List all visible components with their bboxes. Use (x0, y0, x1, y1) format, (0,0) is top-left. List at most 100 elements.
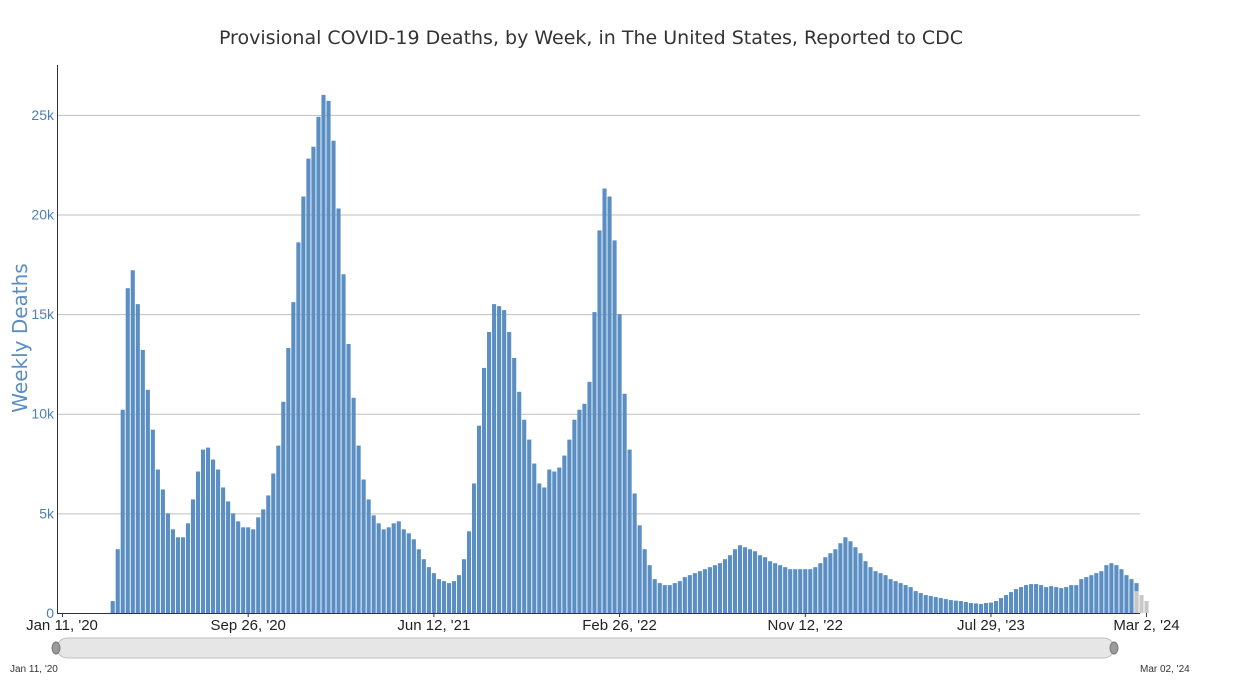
bar[interactable] (461, 559, 467, 613)
bar[interactable] (763, 557, 768, 613)
navigator-left-handle[interactable] (51, 641, 61, 655)
bar[interactable] (120, 409, 125, 613)
bar[interactable] (517, 391, 522, 613)
bar[interactable] (1013, 589, 1019, 613)
bar[interactable] (1139, 595, 1144, 613)
bar[interactable] (446, 583, 451, 613)
bar[interactable] (828, 553, 833, 613)
bar[interactable] (1099, 571, 1104, 613)
bar[interactable] (456, 575, 462, 613)
bar[interactable] (878, 573, 883, 613)
bar[interactable] (175, 537, 180, 613)
navigator-track[interactable] (56, 637, 1115, 659)
bar[interactable] (567, 439, 572, 613)
bar[interactable] (165, 513, 170, 613)
bar[interactable] (1089, 575, 1094, 613)
bar[interactable] (1084, 577, 1089, 613)
bar[interactable] (622, 393, 627, 613)
bar[interactable] (677, 581, 682, 613)
bar[interactable] (773, 563, 778, 613)
bar[interactable] (326, 100, 331, 614)
bar[interactable] (918, 593, 923, 613)
bar[interactable] (286, 347, 291, 613)
bar[interactable] (542, 487, 547, 613)
bar[interactable] (155, 469, 160, 613)
bar[interactable] (436, 579, 441, 613)
bar[interactable] (477, 425, 482, 613)
bar[interactable] (597, 230, 602, 613)
bar[interactable] (697, 571, 702, 613)
bar[interactable] (933, 597, 938, 613)
bar[interactable] (778, 565, 783, 613)
bar[interactable] (135, 304, 140, 613)
bar[interactable] (758, 555, 763, 613)
bar[interactable] (1119, 569, 1124, 613)
bar[interactable] (231, 513, 236, 613)
bar[interactable] (1024, 585, 1029, 613)
bar[interactable] (537, 483, 542, 613)
bar-series[interactable] (110, 94, 1149, 614)
bar[interactable] (366, 499, 371, 613)
bar[interactable] (115, 549, 120, 613)
bar[interactable] (607, 196, 612, 613)
bar[interactable] (140, 349, 145, 613)
bar[interactable] (898, 583, 903, 613)
bar[interactable] (642, 549, 647, 613)
bar[interactable] (1059, 588, 1064, 613)
bar[interactable] (652, 579, 657, 613)
bar[interactable] (371, 515, 376, 613)
bar[interactable] (266, 495, 271, 613)
bar[interactable] (1034, 584, 1039, 613)
range-navigator[interactable]: Jan 11, '20 Mar 02, '24 (10, 637, 1190, 675)
bar[interactable] (998, 598, 1004, 613)
bar[interactable] (341, 274, 346, 613)
bar[interactable] (281, 401, 286, 613)
bar[interactable] (426, 567, 431, 613)
bar[interactable] (798, 569, 803, 613)
bar[interactable] (346, 343, 351, 613)
bar[interactable] (1019, 587, 1024, 613)
bar[interactable] (1054, 587, 1059, 613)
bar[interactable] (662, 585, 667, 613)
bar[interactable] (547, 469, 552, 613)
bar[interactable] (416, 549, 421, 613)
bar[interactable] (938, 598, 943, 613)
bar[interactable] (125, 288, 130, 613)
bar[interactable] (261, 509, 266, 613)
bar[interactable] (271, 473, 276, 613)
bar[interactable] (306, 158, 311, 613)
bar[interactable] (386, 527, 391, 613)
bar[interactable] (943, 599, 948, 613)
bar[interactable] (577, 409, 582, 613)
bar[interactable] (557, 467, 562, 613)
bar[interactable] (1069, 585, 1074, 613)
bar[interactable] (737, 545, 743, 613)
bar[interactable] (391, 523, 396, 613)
bar[interactable] (803, 569, 808, 613)
bar[interactable] (241, 527, 246, 613)
bar[interactable] (968, 603, 973, 613)
bar[interactable] (863, 561, 868, 613)
bar[interactable] (838, 543, 843, 613)
bar[interactable] (1064, 587, 1069, 613)
bar[interactable] (502, 310, 507, 613)
bar[interactable] (246, 527, 251, 613)
bar[interactable] (406, 533, 411, 613)
bar[interactable] (632, 493, 637, 613)
bar[interactable] (150, 429, 155, 613)
bar[interactable] (1008, 592, 1014, 613)
bar[interactable] (396, 521, 401, 613)
bar[interactable] (221, 487, 226, 613)
bar[interactable] (507, 332, 512, 613)
bar[interactable] (753, 551, 758, 613)
bar[interactable] (742, 547, 748, 613)
bar[interactable] (1003, 595, 1009, 613)
bar[interactable] (682, 577, 687, 613)
bar[interactable] (717, 563, 723, 613)
bar[interactable] (783, 567, 788, 613)
bar[interactable] (532, 463, 537, 613)
bar[interactable] (572, 419, 577, 613)
bar[interactable] (376, 523, 381, 613)
bar[interactable] (1074, 585, 1079, 613)
bar[interactable] (321, 94, 326, 613)
